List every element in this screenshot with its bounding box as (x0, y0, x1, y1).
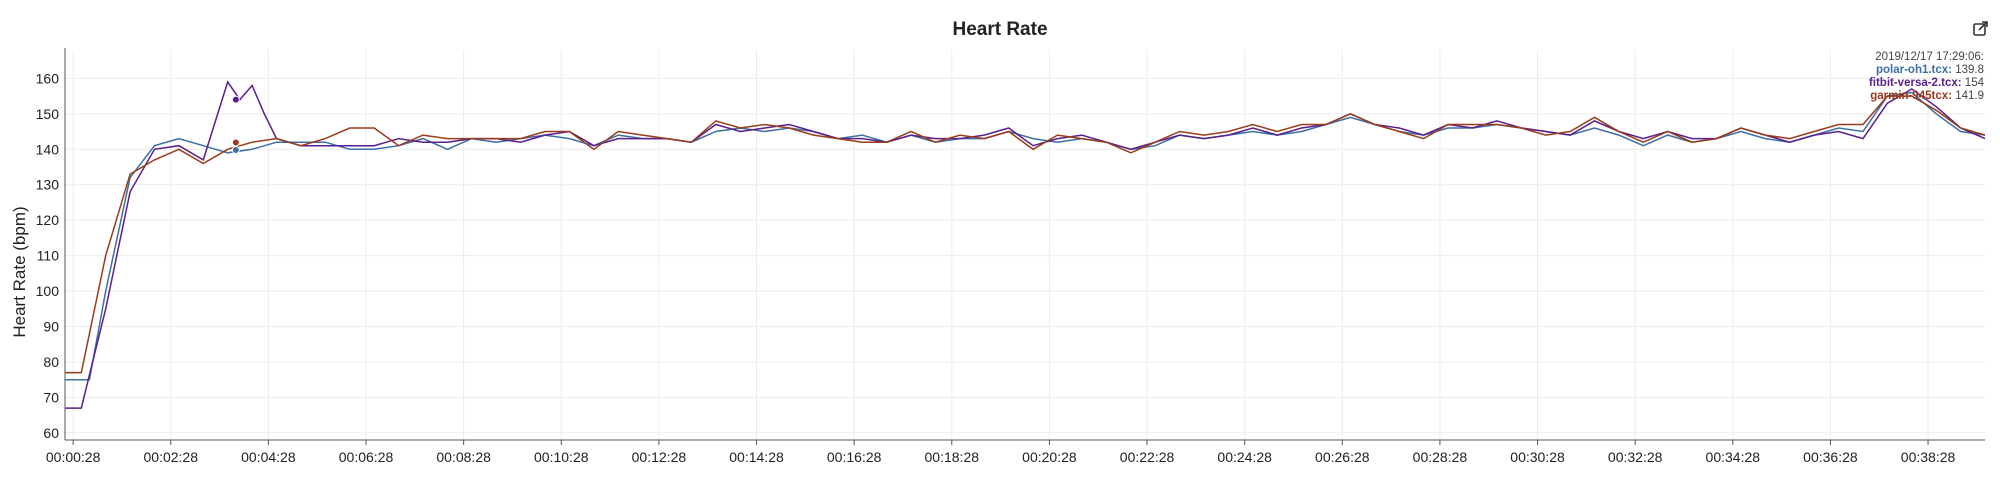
hover-marker-point (231, 95, 240, 104)
tooltip-series-value: 141.9 (1952, 90, 1984, 102)
y-tick-label: 150 (36, 106, 60, 122)
y-tick-label: 80 (43, 354, 59, 370)
series-line-fitbit-versa-2-tcx[interactable] (65, 80, 1986, 409)
y-tick-label: 110 (37, 248, 60, 264)
tooltip-series-name: garmin-945tcx: (1870, 90, 1952, 102)
x-tick-label: 00:00:28 (46, 449, 101, 465)
y-tick-label: 140 (36, 141, 60, 157)
x-tick-label: 00:38:28 (1901, 449, 1956, 465)
hover-marker-point (231, 138, 240, 147)
y-axis-label: Heart Rate (bpm) (10, 206, 29, 337)
x-tick-label: 00:06:28 (339, 449, 394, 465)
x-tick-label: 00:28:28 (1413, 449, 1468, 465)
y-tick-label: 70 (43, 389, 59, 405)
x-tick-label: 00:12:28 (632, 449, 687, 465)
tooltip: 2019/12/17 17:29:06:polar-oh1.tcx: 139.8… (231, 51, 1985, 154)
x-tick-label: 00:24:28 (1217, 449, 1272, 465)
tooltip-series-name: polar-oh1.tcx: (1876, 64, 1952, 76)
x-tick-label: 00:32:28 (1608, 449, 1663, 465)
tooltip-entry: garmin-945tcx: 141.9 (1870, 90, 1984, 102)
x-tick-label: 00:26:28 (1315, 449, 1370, 465)
y-tick-label: 90 (43, 319, 59, 335)
series-line-polar-oh1-tcx[interactable] (65, 91, 1986, 381)
tooltip-series-value: 154 (1962, 77, 1985, 89)
axis-layer: 60 70 80 90 100 110 120 130 140 150 160 00:00:28 00:… (36, 48, 1985, 465)
y-tick-label: 120 (36, 212, 60, 228)
tooltip-series-name: fitbit-versa-2.tcx: (1869, 77, 1962, 89)
tooltip-timestamp: 2019/12/17 17:29:06: (1875, 51, 1984, 63)
hover-marker-point (231, 145, 240, 154)
chart-title: Heart Rate (952, 19, 1047, 40)
tooltip-entry: fitbit-versa-2.tcx: 154 (1869, 77, 1985, 89)
x-tick-label: 00:02:28 (144, 449, 199, 465)
x-tick-label: 00:36:28 (1803, 449, 1858, 465)
x-tick-label: 00:34:28 (1706, 449, 1761, 465)
x-tick-label: 00:04:28 (241, 449, 296, 465)
tooltip-entry: polar-oh1.tcx: 139.8 (1876, 64, 1984, 76)
x-tick-label: 00:22:28 (1120, 449, 1175, 465)
export-icon[interactable] (1973, 21, 1988, 36)
grid-layer (65, 50, 1985, 440)
y-tick-label: 100 (36, 283, 60, 299)
x-tick-label: 00:18:28 (925, 449, 980, 465)
x-tick-label: 00:08:28 (436, 449, 491, 465)
x-tick-label: 00:16:28 (827, 449, 882, 465)
x-tick-label: 00:10:28 (534, 449, 589, 465)
tooltip-series-value: 139.8 (1952, 64, 1984, 76)
x-tick-label: 00:20:28 (1022, 449, 1077, 465)
y-tick-label: 160 (36, 70, 60, 86)
series-line-garmin-945tcx[interactable] (65, 95, 1986, 374)
x-tick-label: 00:14:28 (729, 449, 784, 465)
y-tick-label: 60 (43, 425, 59, 441)
x-tick-label: 00:30:28 (1510, 449, 1565, 465)
series-layer[interactable] (65, 80, 1986, 409)
y-tick-label: 130 (36, 177, 60, 193)
